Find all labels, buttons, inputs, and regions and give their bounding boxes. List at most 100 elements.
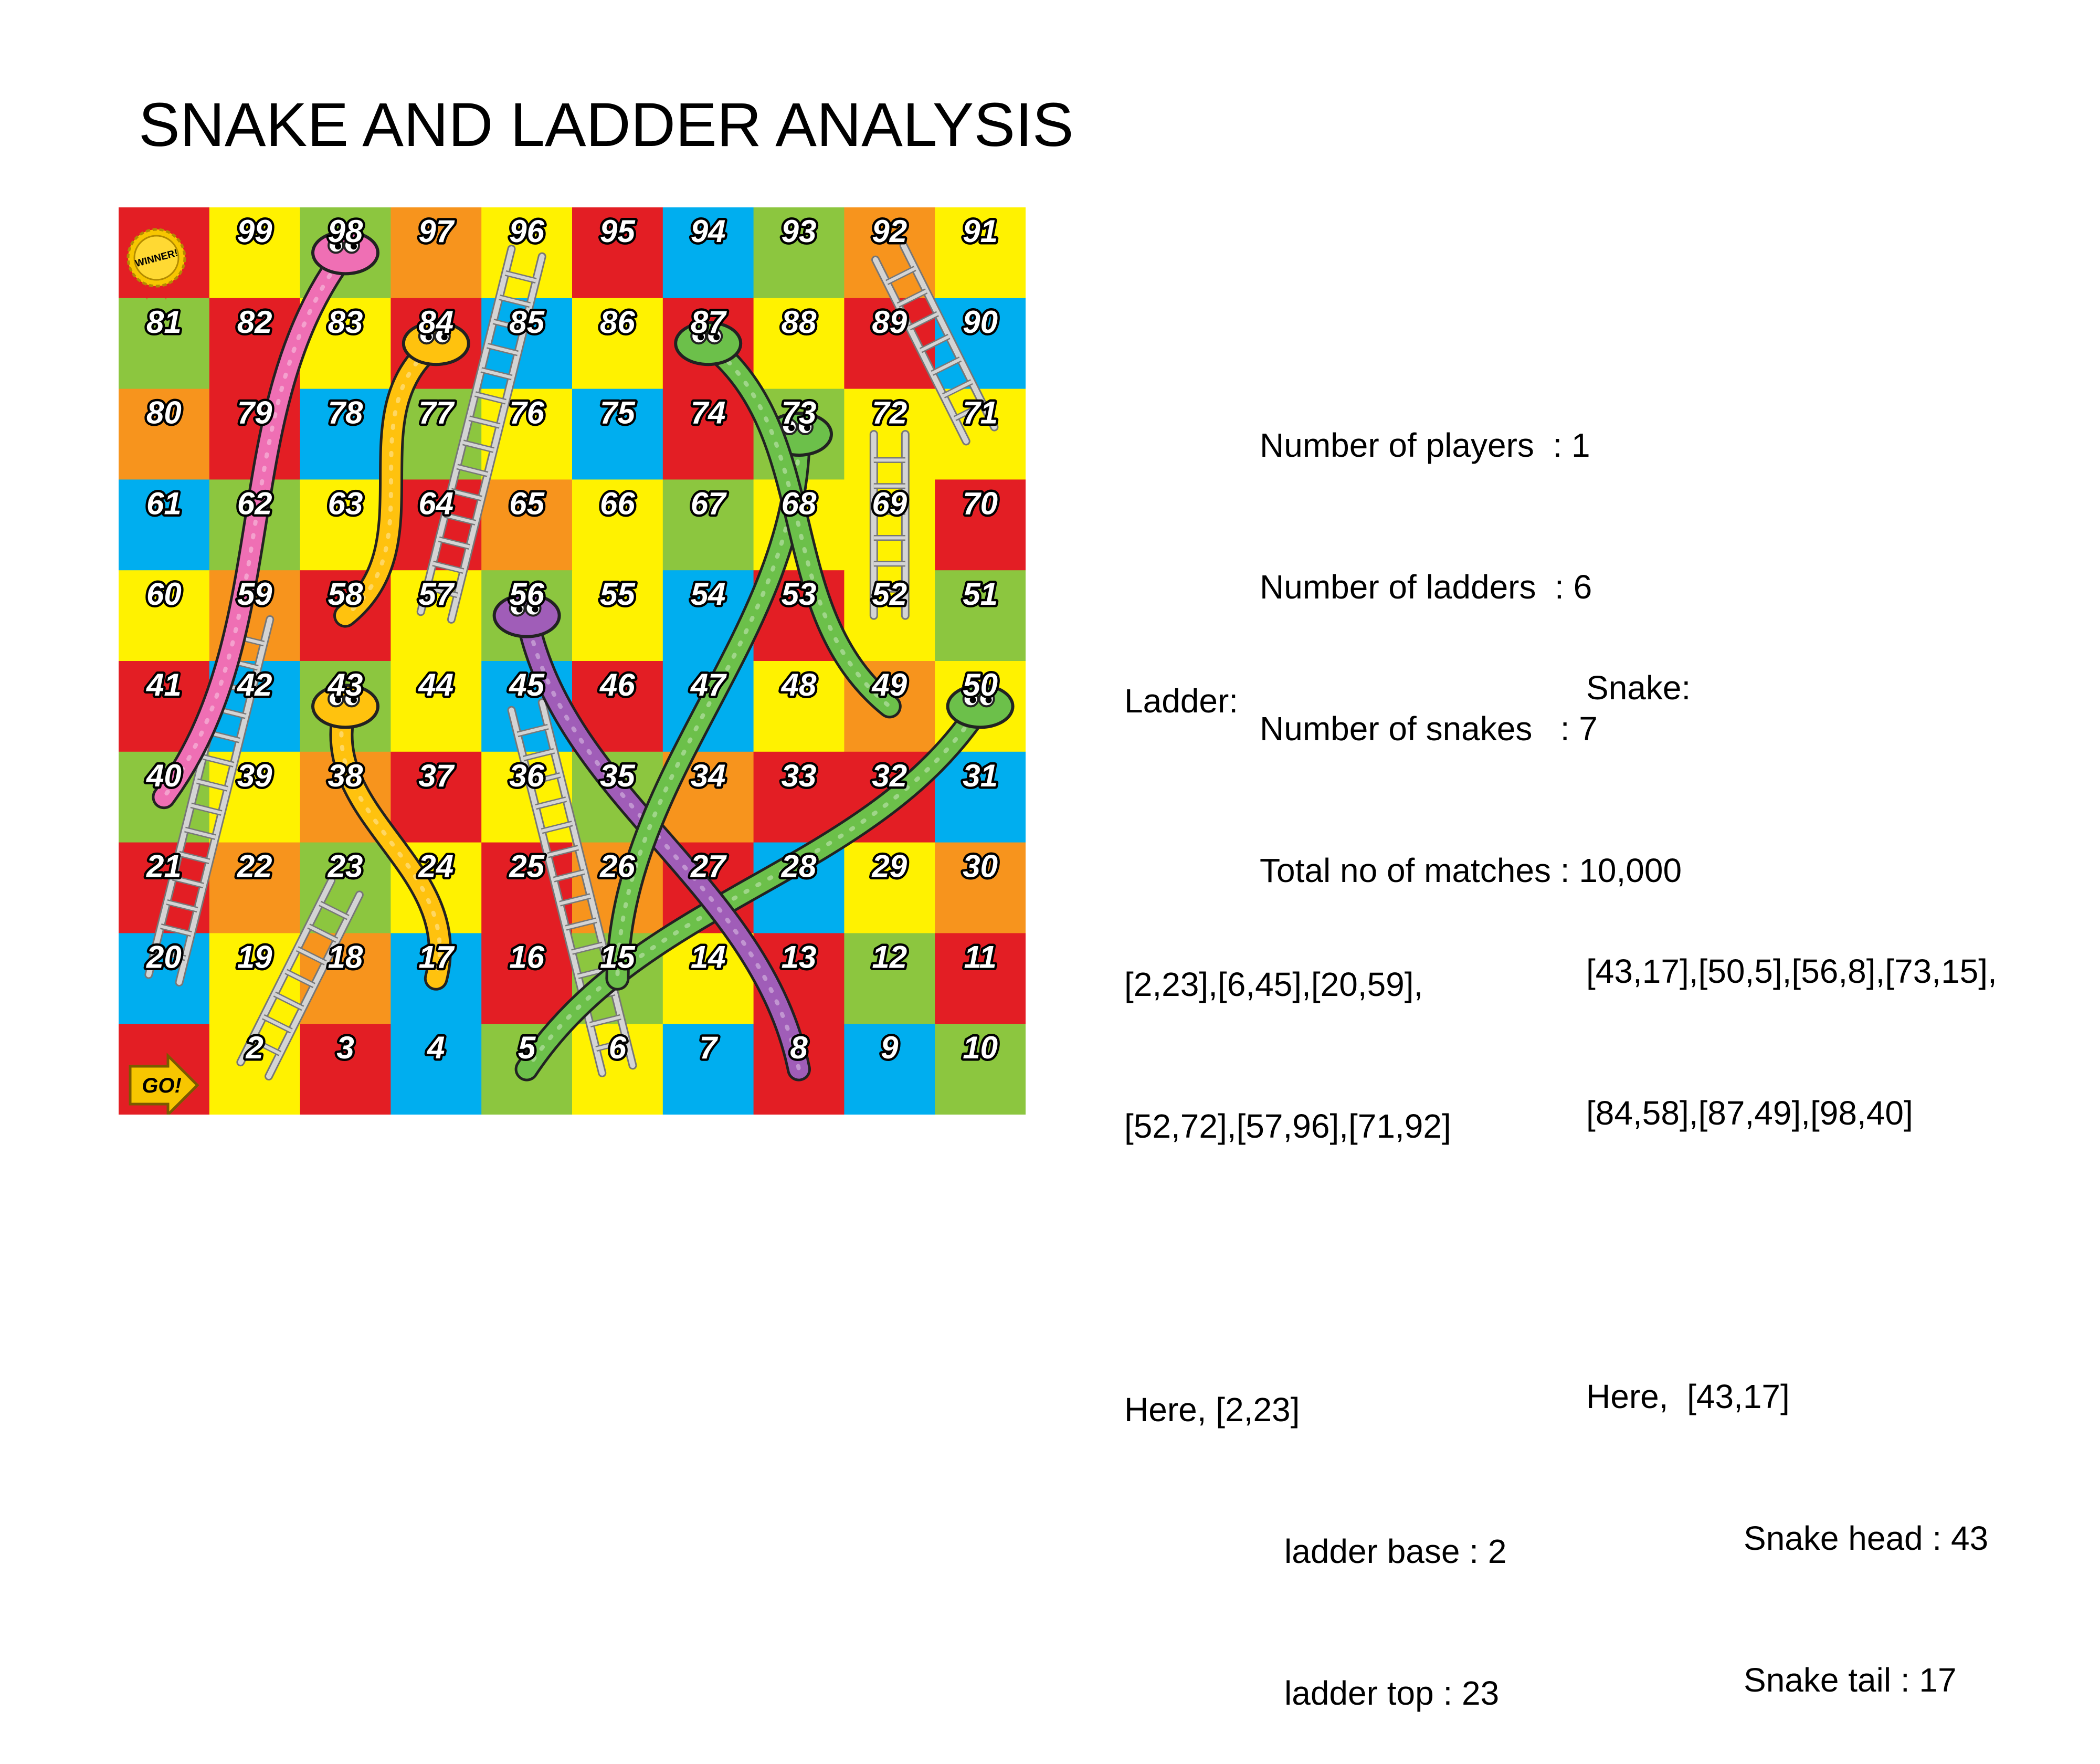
snake-example: Here, [43,17]	[1586, 1378, 1790, 1415]
cell-number-99: 99	[237, 214, 272, 249]
cell-number-88: 88	[782, 304, 817, 340]
snake-50-5	[514, 684, 1015, 1082]
cell-37	[391, 751, 482, 843]
cell-number-53: 53	[782, 576, 817, 612]
cell-number-50: 50	[963, 667, 998, 702]
board-cells	[119, 207, 1026, 1115]
cell-number-85: 85	[509, 304, 545, 340]
cell-number-21: 21	[146, 849, 182, 884]
cell-22	[209, 842, 301, 933]
cell-number-33: 33	[782, 758, 817, 793]
cell-number-69: 69	[872, 486, 907, 521]
snake-98-40	[152, 230, 379, 810]
stat-ladders: Number of ladders : 6	[1260, 568, 1592, 606]
cell-number-32: 32	[872, 758, 907, 793]
cell-7	[662, 1024, 754, 1115]
stat-players: Number of players : 1	[1260, 426, 1590, 464]
cell-86	[572, 298, 663, 390]
ladder-example: Here, [2,23]	[1124, 1391, 1300, 1429]
cell-number-4: 4	[427, 1030, 445, 1065]
cell-number-15: 15	[600, 939, 636, 974]
cell-81	[119, 298, 210, 390]
cell-33	[753, 751, 845, 843]
cell-number-81: 81	[146, 304, 182, 340]
cell-number-40: 40	[146, 758, 182, 793]
cell-number-66: 66	[600, 486, 635, 521]
snake-heading: Snake:	[1586, 669, 1691, 707]
ladder-base-text: ladder base : 2	[1284, 1532, 1507, 1570]
snakes-layer	[152, 230, 1015, 1082]
cell-55	[572, 570, 663, 662]
cell-number-12: 12	[872, 939, 907, 974]
cell-number-62: 62	[237, 486, 272, 521]
ladder-list-line-2: [52,72],[57,96],[71,92]	[1124, 1107, 1451, 1145]
ladder-heading: Ladder:	[1124, 682, 1239, 720]
snake-84-58	[333, 321, 470, 628]
snake-56-8	[492, 593, 811, 1082]
cell-number-10: 10	[963, 1030, 998, 1065]
cell-57	[391, 570, 482, 662]
cell-number-61: 61	[146, 486, 182, 521]
snake-section: Snake: [43,17],[50,5],[56,8],[73,15], [8…	[1586, 570, 1997, 1751]
cell-12	[844, 933, 935, 1024]
cell-number-59: 59	[237, 576, 272, 612]
cell-number-9: 9	[881, 1030, 899, 1065]
snake-tail-text: Snake tail : 17	[1744, 1661, 1957, 1699]
ladder-2-23	[236, 876, 364, 1081]
snake-head-icon	[311, 230, 379, 276]
snake-43-17	[311, 684, 452, 991]
cell-number-27: 27	[690, 849, 727, 884]
cell-69	[844, 479, 935, 571]
cell-16	[481, 933, 573, 1024]
cell-number-91: 91	[963, 214, 998, 249]
cell-72	[844, 388, 935, 480]
cell-number-28: 28	[781, 849, 817, 884]
cell-number-51: 51	[963, 576, 998, 612]
cell-number-83: 83	[328, 304, 363, 340]
snake-head-icon	[674, 321, 743, 366]
snake-head-icon	[311, 684, 379, 729]
cell-number-90: 90	[963, 304, 998, 340]
cell-number-45: 45	[509, 667, 545, 702]
cell-number-63: 63	[328, 486, 363, 521]
cell-number-46: 46	[599, 667, 635, 702]
cell-number-74: 74	[691, 395, 726, 430]
cell-number-79: 79	[237, 395, 272, 430]
cell-52	[844, 570, 935, 662]
cell-number-31: 31	[963, 758, 998, 793]
cell-20	[119, 933, 210, 1024]
cell-number-64: 64	[418, 486, 453, 521]
cell-number-24: 24	[418, 849, 453, 884]
cell-number-13: 13	[782, 939, 817, 974]
snake-list-line-1: [43,17],[50,5],[56,8],[73,15],	[1586, 952, 1997, 990]
cell-30	[935, 842, 1026, 933]
cell-4	[391, 1024, 482, 1115]
cell-95	[572, 207, 663, 299]
cell-number-87: 87	[691, 304, 727, 340]
cell-number-60: 60	[146, 576, 182, 612]
cell-51	[935, 570, 1026, 662]
cell-number-58: 58	[328, 576, 363, 612]
snake-head-text: Snake head : 43	[1744, 1519, 1989, 1557]
cell-99	[209, 207, 301, 299]
cell-number-18: 18	[328, 939, 363, 974]
cell-number-93: 93	[782, 214, 817, 249]
cell-70	[935, 479, 1026, 571]
snake-head-icon	[946, 684, 1015, 729]
cell-number-78: 78	[328, 395, 363, 430]
cell-number-89: 89	[872, 304, 907, 340]
cell-number-92: 92	[872, 214, 907, 249]
snake-list-line-2: [84,58],[87,49],[98,40]	[1586, 1094, 1913, 1132]
cell-number-6: 6	[609, 1030, 627, 1065]
cell-number-5: 5	[518, 1030, 536, 1065]
cell-number-39: 39	[237, 758, 272, 793]
ladder-top-text: ladder top : 23	[1284, 1674, 1500, 1712]
cell-88	[753, 298, 845, 390]
cell-number-29: 29	[871, 849, 907, 884]
cell-number-86: 86	[600, 304, 635, 340]
cell-number-48: 48	[781, 667, 817, 702]
cell-74	[662, 388, 754, 480]
snake-head-icon	[492, 593, 561, 638]
cell-80	[119, 388, 210, 480]
